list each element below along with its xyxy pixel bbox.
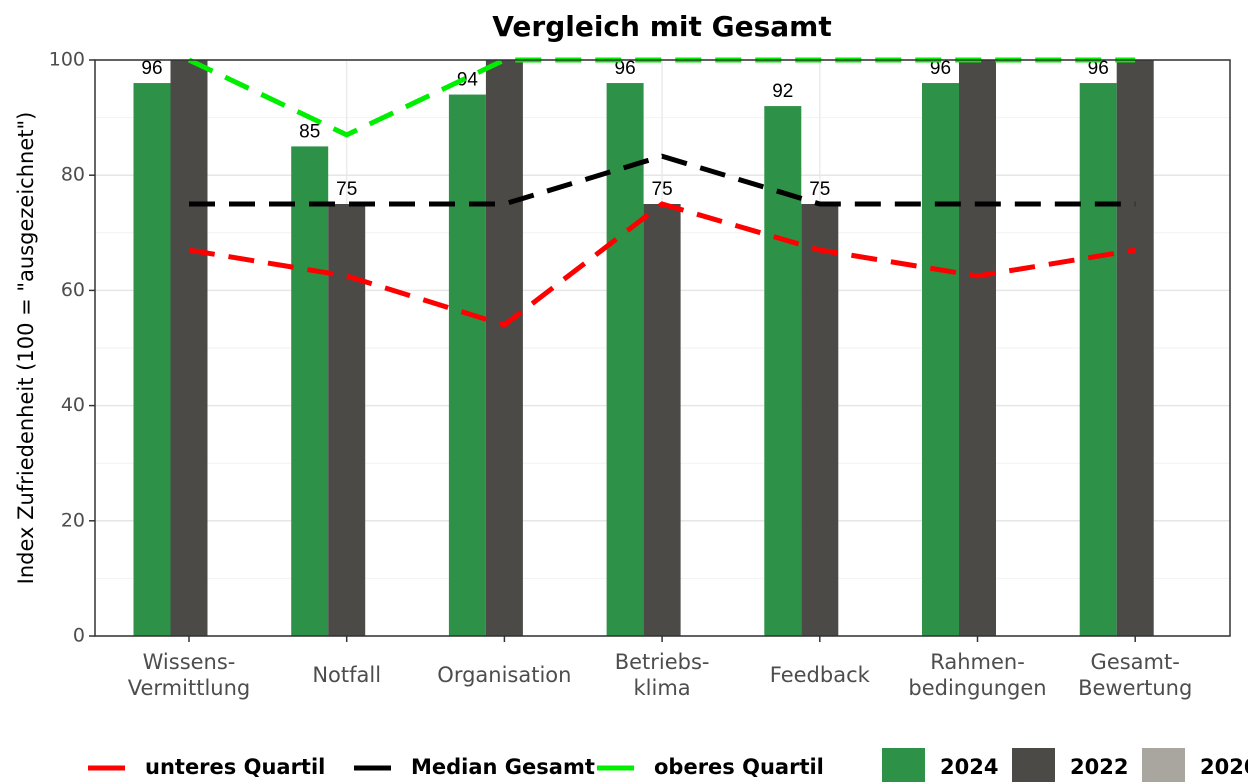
x-tick-label: Organisation (437, 663, 571, 687)
legend-label: Median Gesamt (411, 755, 595, 779)
legend-label: 2020 (1200, 755, 1248, 779)
line-series (188, 201, 1136, 328)
x-tick-label: Feedback (770, 663, 871, 687)
bar (606, 83, 644, 637)
bar (170, 60, 208, 636)
bar (1116, 60, 1154, 636)
line-series (189, 153, 1136, 207)
x-tick-label: Notfall (312, 663, 381, 687)
legend-swatch (1012, 748, 1055, 782)
x-tick-label: Wissens-Vermittlung (128, 650, 250, 700)
bar (764, 106, 802, 636)
bar (328, 204, 366, 636)
legend-label: unteres Quartil (145, 755, 325, 779)
legend-swatch (1142, 748, 1185, 782)
value-label: 92 (772, 81, 793, 102)
value-label: 75 (336, 179, 357, 200)
bar (643, 204, 681, 636)
bar (922, 83, 959, 637)
y-tick-label: 60 (61, 279, 85, 301)
bar (1079, 83, 1117, 637)
value-label: 94 (457, 70, 479, 91)
x-tick-label: Rahmen-bedingungen (908, 650, 1046, 700)
y-tick-label: 100 (49, 49, 85, 71)
value-label: 96 (930, 58, 951, 79)
legend-label: oberes Quartil (654, 755, 824, 779)
bar (291, 146, 329, 636)
value-label: 96 (141, 58, 162, 79)
bar (485, 60, 523, 636)
y-tick-label: 0 (73, 625, 85, 647)
value-label: 96 (1088, 58, 1109, 79)
value-label: 75 (652, 179, 673, 200)
legend-swatch (882, 748, 925, 782)
bar (448, 94, 486, 636)
y-tick-label: 20 (61, 509, 85, 531)
x-tick-label: Betriebs-klima (615, 650, 710, 700)
value-label: 75 (809, 179, 830, 200)
bar (801, 204, 839, 636)
y-tick-label: 40 (61, 394, 85, 416)
bar (133, 83, 171, 637)
legend-label: 2022 (1070, 755, 1128, 779)
value-label: 85 (299, 121, 320, 142)
y-tick-label: 80 (61, 164, 85, 186)
chart-title: Vergleich mit Gesamt (492, 10, 831, 43)
y-axis-label: Index Zufriedenheit (100 = "ausgezeichne… (14, 112, 38, 585)
value-label: 96 (615, 58, 636, 79)
legend-label: 2024 (940, 755, 998, 779)
bar (959, 60, 996, 636)
x-tick-label: Gesamt-Bewertung (1078, 650, 1192, 700)
